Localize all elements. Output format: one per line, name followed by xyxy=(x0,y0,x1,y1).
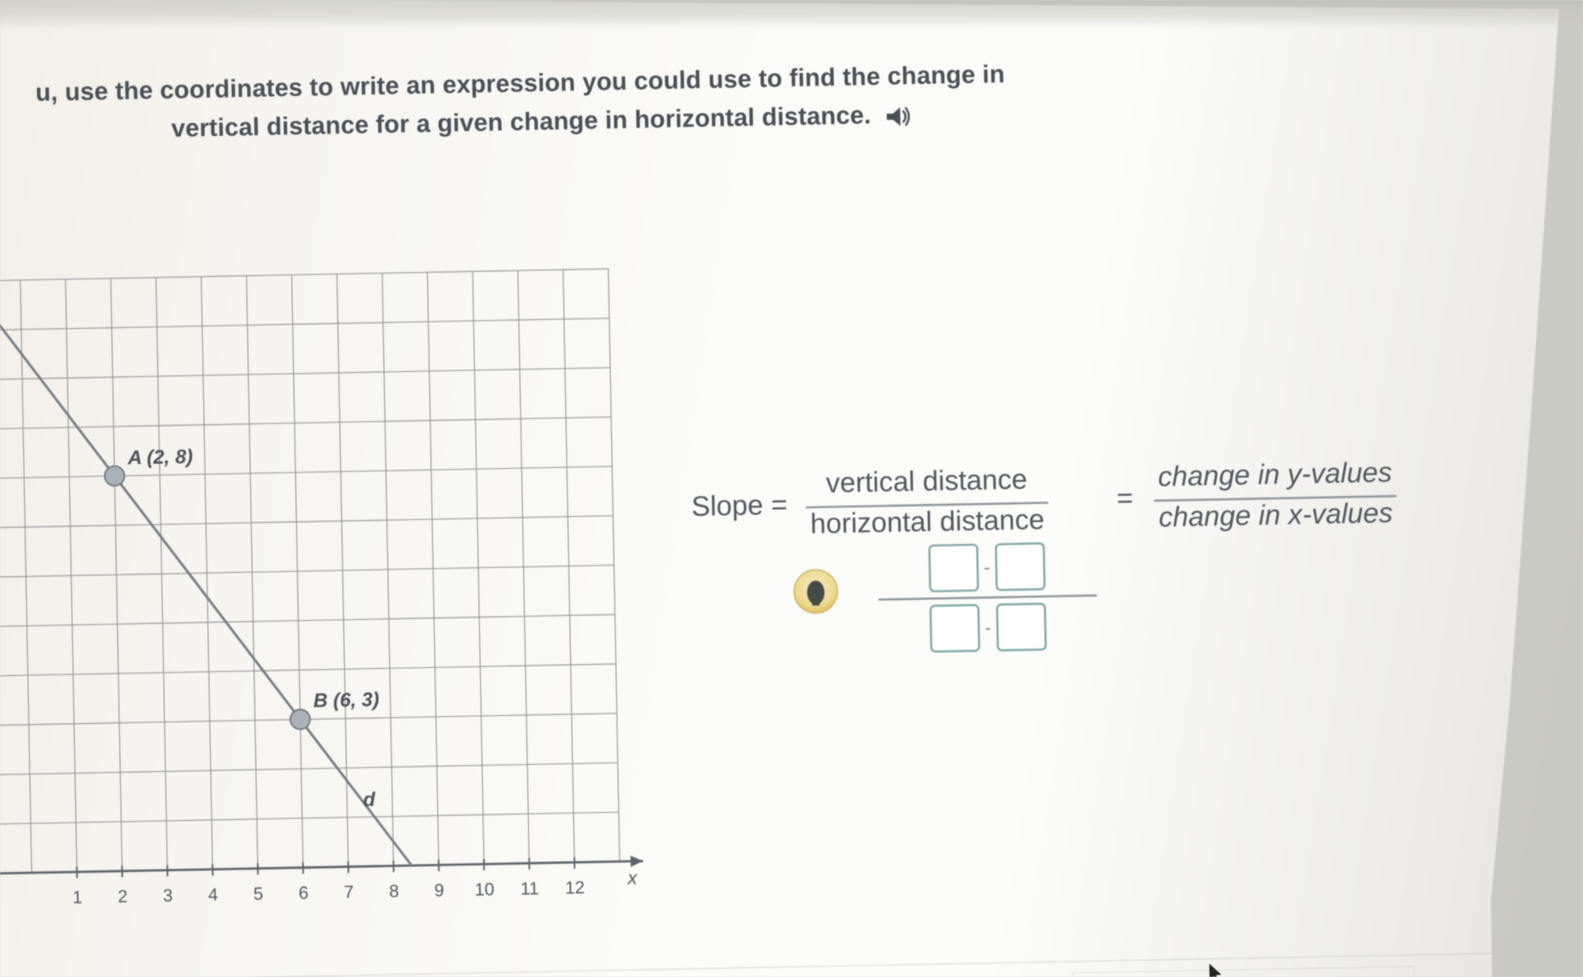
svg-text:9: 9 xyxy=(434,880,444,900)
svg-text:1: 1 xyxy=(72,887,82,907)
svg-text:3: 3 xyxy=(163,885,173,905)
svg-text:B (6, 3): B (6, 3) xyxy=(313,689,379,712)
svg-text:12: 12 xyxy=(565,877,585,897)
svg-text:11: 11 xyxy=(520,878,539,898)
svg-text:7: 7 xyxy=(344,882,354,902)
svg-text:10: 10 xyxy=(474,879,494,899)
svg-text:2: 2 xyxy=(118,886,128,906)
svg-text:d: d xyxy=(363,789,376,811)
svg-text:A (2, 8): A (2, 8) xyxy=(127,446,194,469)
svg-text:5: 5 xyxy=(253,884,263,904)
svg-text:8: 8 xyxy=(389,881,399,901)
svg-text:x: x xyxy=(627,867,638,888)
svg-text:6: 6 xyxy=(298,883,308,903)
svg-text:4: 4 xyxy=(208,884,218,904)
